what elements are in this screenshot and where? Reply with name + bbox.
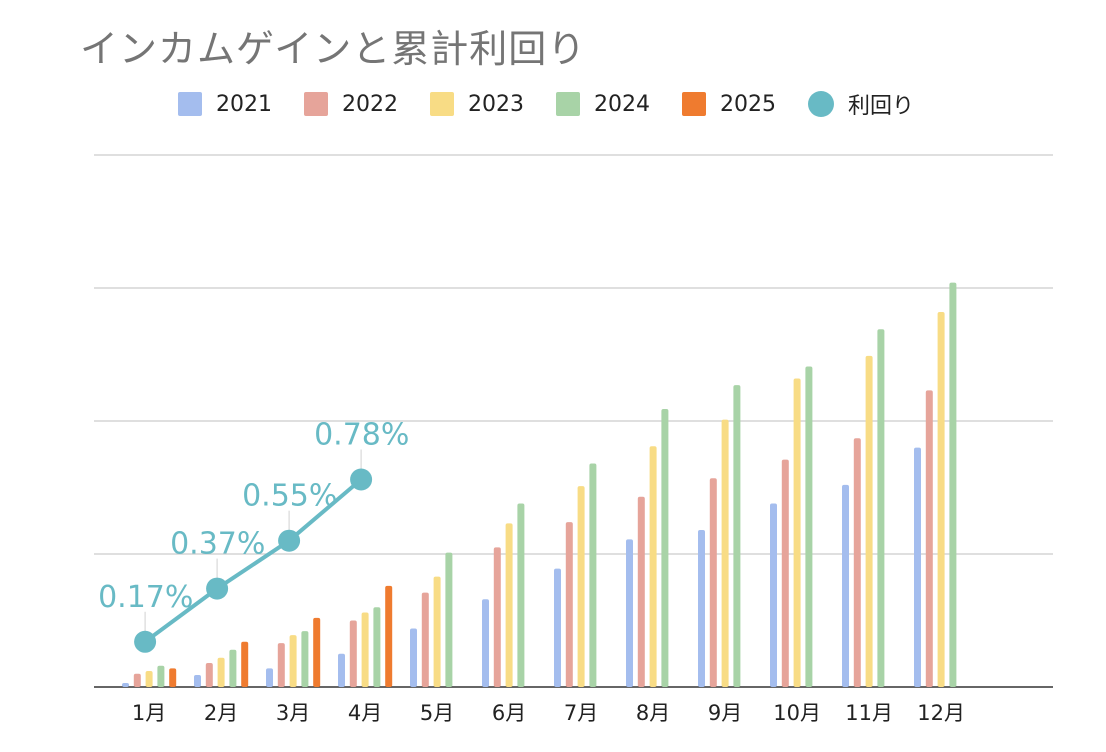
legend-swatch: [304, 92, 328, 116]
yield-point-4月: [350, 468, 373, 491]
bar-2021-10月: [770, 503, 777, 687]
legend-swatch: [556, 92, 580, 116]
legend-item-2021: 2021: [178, 86, 272, 122]
bar-2021-9月: [698, 530, 705, 687]
bar-2023-10月: [793, 378, 801, 687]
bar-2024-2月: [229, 649, 237, 687]
bar-2021-2月: [194, 675, 201, 687]
legend-item-2025: 2025: [682, 86, 776, 122]
yield-data-label: 0.55%: [242, 479, 337, 514]
bar-2024-1月: [157, 665, 165, 687]
x-tick-label: 1月: [132, 701, 166, 725]
bar-2022-3月: [277, 643, 285, 687]
x-tick-label: 3月: [276, 701, 310, 725]
bar-2025-2月: [241, 641, 249, 687]
bar-2021-7月: [554, 568, 561, 687]
bar-2022-11月: [853, 438, 861, 687]
legend-label: 2025: [720, 91, 776, 117]
legend-label: 2022: [342, 91, 398, 117]
bar-2023-7月: [577, 486, 585, 687]
bar-2021-3月: [266, 668, 273, 687]
bar-2021-8月: [626, 539, 633, 687]
yield-line: [143, 477, 363, 644]
bar-2023-6月: [505, 523, 513, 687]
legend-swatch: [682, 92, 706, 116]
bar-2024-5月: [445, 552, 453, 687]
bar-2022-8月: [637, 496, 645, 687]
bar-2024-12月: [949, 282, 957, 687]
x-tick-label: 11月: [845, 701, 893, 725]
bar-2023-1月: [145, 671, 153, 687]
bar-2022-4月: [349, 620, 357, 687]
bar-2023-4月: [361, 612, 369, 687]
x-tick-label: 9月: [708, 701, 742, 725]
chart-title: インカムゲインと累計利回り: [80, 27, 587, 71]
legend: 2021 2022 2023 2024 2025 利回り: [0, 86, 1106, 122]
bar-2021-6月: [482, 599, 489, 687]
bar-2022-6月: [493, 547, 501, 687]
legend-item-2024: 2024: [556, 86, 650, 122]
bar-2024-10月: [805, 366, 813, 687]
yield-data-label: 0.17%: [98, 580, 193, 615]
legend-label: 2023: [468, 91, 524, 117]
bar-2023-5月: [433, 576, 441, 687]
x-tick-label: 5月: [420, 701, 454, 725]
bar-2021-12月: [914, 447, 921, 687]
bar-2022-5月: [421, 592, 429, 687]
bar-2022-12月: [925, 390, 933, 687]
bar-2022-7月: [565, 522, 573, 687]
bar-2022-9月: [709, 478, 717, 687]
bar-2021-5月: [410, 628, 417, 687]
x-tick-label: 7月: [564, 701, 598, 725]
x-tick-label: 12月: [917, 701, 965, 725]
bar-2025-3月: [313, 617, 321, 687]
yield-point-2月: [206, 577, 229, 600]
bar-2023-3月: [289, 635, 297, 687]
x-tick-label: 4月: [348, 701, 382, 725]
legend-item-2023: 2023: [430, 86, 524, 122]
yield-point-1月: [134, 630, 157, 653]
x-tick-label: 2月: [204, 701, 238, 725]
bar-2022-1月: [133, 673, 141, 687]
x-tick-label: 10月: [773, 701, 821, 725]
legend-dot: [808, 91, 834, 117]
bar-2021-1月: [122, 683, 129, 687]
bar-2023-11月: [865, 355, 873, 687]
legend-label: 2021: [216, 91, 272, 117]
bar-2024-11月: [877, 329, 885, 687]
bar-2023-9月: [721, 419, 729, 687]
bar-2021-4月: [338, 653, 345, 687]
bar-2023-8月: [649, 446, 657, 687]
yield-point-3月: [278, 529, 301, 552]
bar-2023-12月: [937, 311, 945, 687]
bar-2021-11月: [842, 484, 849, 687]
legend-swatch: [430, 92, 454, 116]
bar-2024-4月: [373, 607, 381, 687]
x-tick-label: 6月: [492, 701, 526, 725]
bar-2022-10月: [781, 459, 789, 687]
bar-2024-9月: [733, 385, 741, 687]
bar-2024-8月: [661, 409, 669, 687]
legend-label: 2024: [594, 91, 650, 117]
legend-item-2022: 2022: [304, 86, 398, 122]
bar-2025-4月: [385, 585, 393, 687]
bar-2024-6月: [517, 503, 525, 687]
bar-2023-2月: [217, 657, 225, 687]
legend-label: 利回り: [848, 94, 915, 119]
yield-data-label: 0.78%: [314, 418, 409, 453]
bar-2022-2月: [205, 663, 213, 687]
legend-item-yield: 利回り: [808, 86, 914, 122]
bar-2024-7月: [589, 463, 597, 687]
x-tick-label: 8月: [636, 701, 670, 725]
yield-data-label: 0.37%: [170, 527, 265, 562]
bar-2025-1月: [169, 668, 177, 687]
legend-swatch: [178, 92, 202, 116]
bar-2024-3月: [301, 631, 309, 687]
